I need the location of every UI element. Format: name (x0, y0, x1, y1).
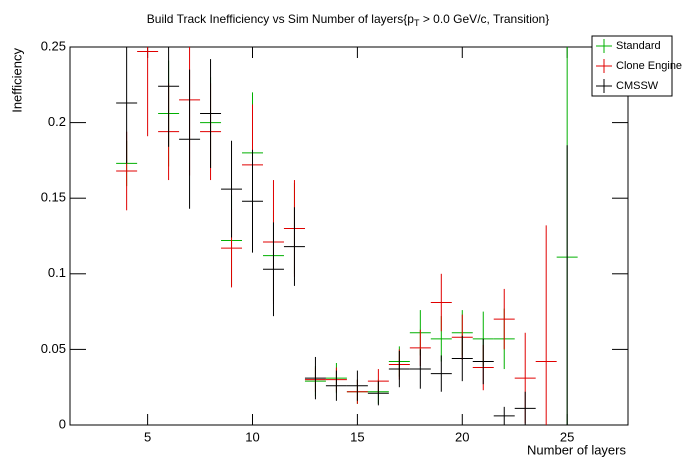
title-end: > 0.0 GeV/c, Transition} (419, 12, 549, 26)
plot-frame (69, 46, 629, 426)
title-sub: T (414, 18, 420, 28)
title-main: Build Track Inefficiency vs Sim Number o… (147, 12, 415, 26)
x-tick-label: 25 (560, 429, 574, 444)
y-tick-label: 0.25 (41, 38, 66, 53)
y-tick-label: 0.05 (41, 341, 66, 356)
x-tick-label: 5 (144, 429, 151, 444)
y-tick-label: 0 (59, 416, 66, 431)
legend-label: Standard (616, 40, 661, 52)
legend-label: CMSSW (616, 80, 659, 92)
x-tick-label: 10 (245, 429, 259, 444)
chart-title: Build Track Inefficiency vs Sim Number o… (147, 12, 549, 28)
x-axis-label: Number of layers (527, 442, 626, 457)
x-tick-label: 20 (455, 429, 469, 444)
y-axis-label: Inefficiency (9, 48, 24, 113)
legend-label: Clone Engine (616, 60, 682, 72)
y-tick-label: 0.1 (48, 265, 66, 280)
y-tick-label: 0.15 (41, 190, 66, 205)
y-tick-label: 0.2 (48, 114, 66, 129)
x-tick-label: 15 (350, 429, 364, 444)
